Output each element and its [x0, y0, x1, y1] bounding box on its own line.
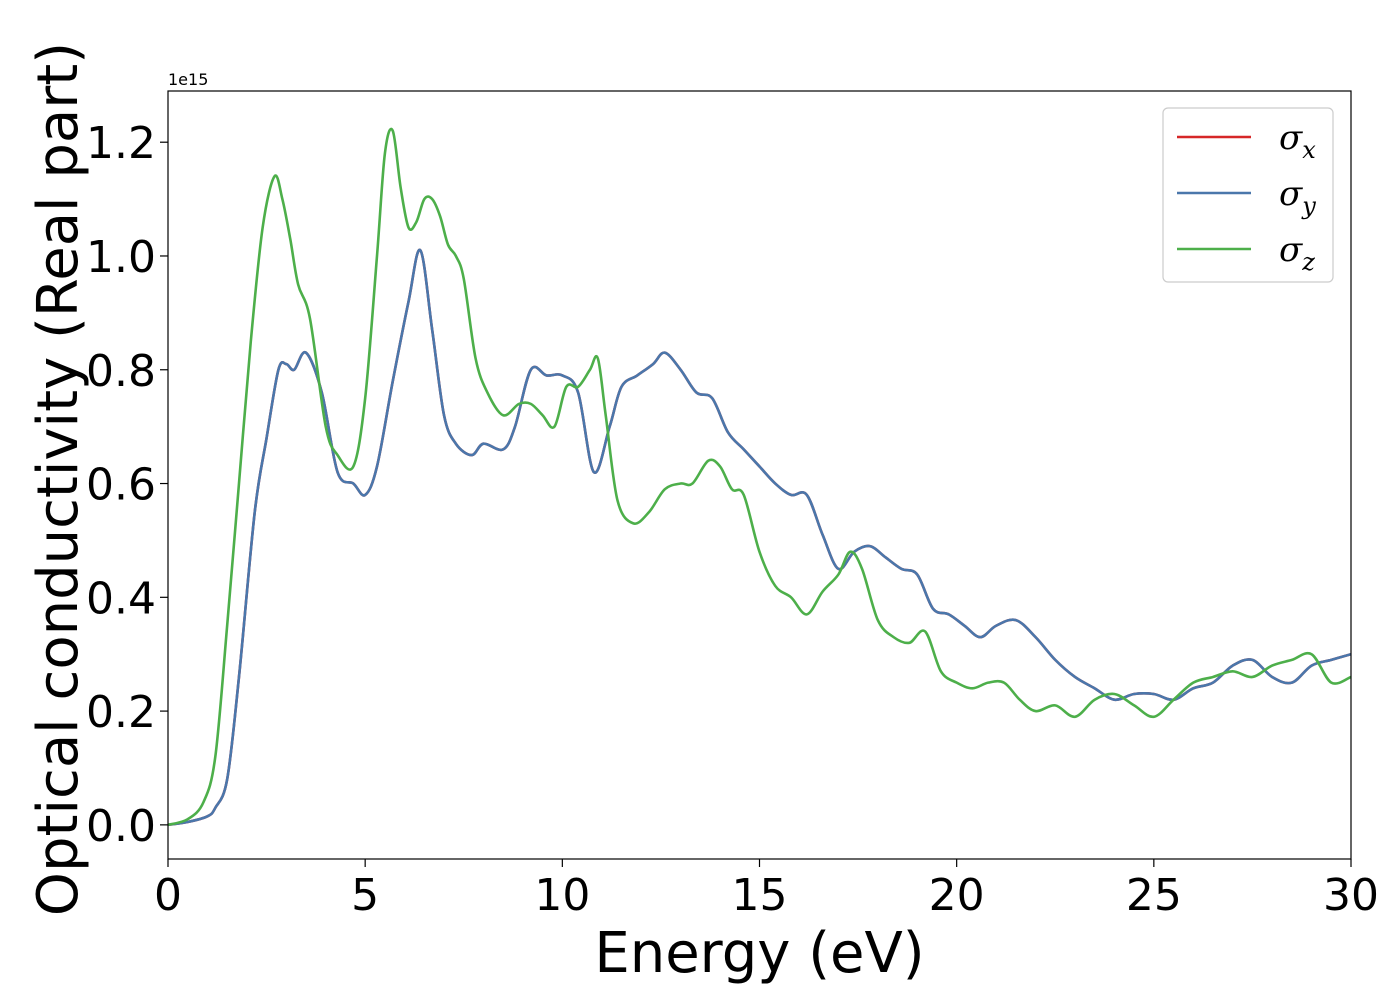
x-tick-label: 20 — [929, 870, 985, 921]
series-line-x — [168, 248, 1351, 827]
x-tick-label: 30 — [1323, 870, 1379, 921]
x-tick-label: 10 — [534, 870, 590, 921]
y-tick-label: 0.2 — [86, 687, 156, 738]
series-line-z — [168, 127, 1351, 827]
y-tick-label: 0.6 — [86, 460, 156, 511]
series-line-y — [168, 248, 1351, 827]
y-tick-label: 0.0 — [86, 801, 156, 852]
series-lines — [168, 127, 1351, 827]
y-axis-label: Optical conductivity (Real part) — [26, 42, 91, 916]
y-tick-label: 1.0 — [86, 232, 156, 283]
x-tick-label: 15 — [732, 870, 788, 921]
y-tick-label: 0.8 — [86, 346, 156, 397]
legend-box — [1162, 107, 1334, 283]
x-tick-label: 5 — [351, 870, 379, 921]
x-axis: 0 5 10 15 20 25 30 — [154, 859, 1379, 921]
y-tick-label: 1.2 — [86, 118, 156, 169]
legend-label-x: σx — [1279, 118, 1316, 164]
y-axis: 0.0 0.2 0.4 0.6 0.8 1.0 1.2 — [86, 118, 168, 852]
legend-label-y: σy — [1279, 174, 1316, 220]
y-axis-offset-label: 1e15 — [168, 70, 208, 89]
x-tick-label: 0 — [154, 870, 182, 921]
x-axis-label: Energy (eV) — [594, 921, 924, 986]
legend-label-z: σz — [1279, 230, 1315, 276]
y-tick-label: 0.4 — [86, 573, 156, 624]
x-tick-label: 25 — [1126, 870, 1182, 921]
legend: σx σy σz — [1162, 107, 1334, 283]
